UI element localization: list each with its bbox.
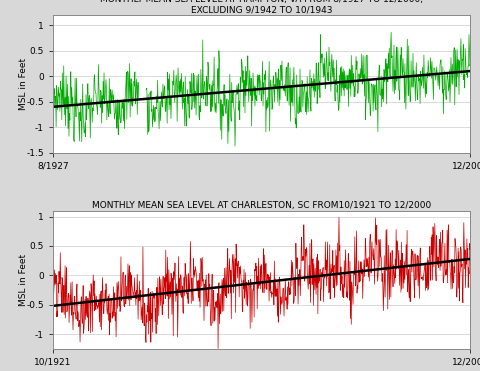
- Y-axis label: MSL in Feet: MSL in Feet: [19, 58, 28, 110]
- Title: MONTHLY MEAN SEA LEVEL AT CHARLESTON, SC FROM10/1921 TO 12/2000: MONTHLY MEAN SEA LEVEL AT CHARLESTON, SC…: [92, 201, 431, 210]
- Title: MONTHLY MEAN SEA LEVEL AT HAMPTON, VA FROM 8/1927 TO 12/2000,
EXCLUDING 9/1942 T: MONTHLY MEAN SEA LEVEL AT HAMPTON, VA FR…: [100, 0, 423, 14]
- Y-axis label: MSL in Feet: MSL in Feet: [19, 254, 28, 306]
